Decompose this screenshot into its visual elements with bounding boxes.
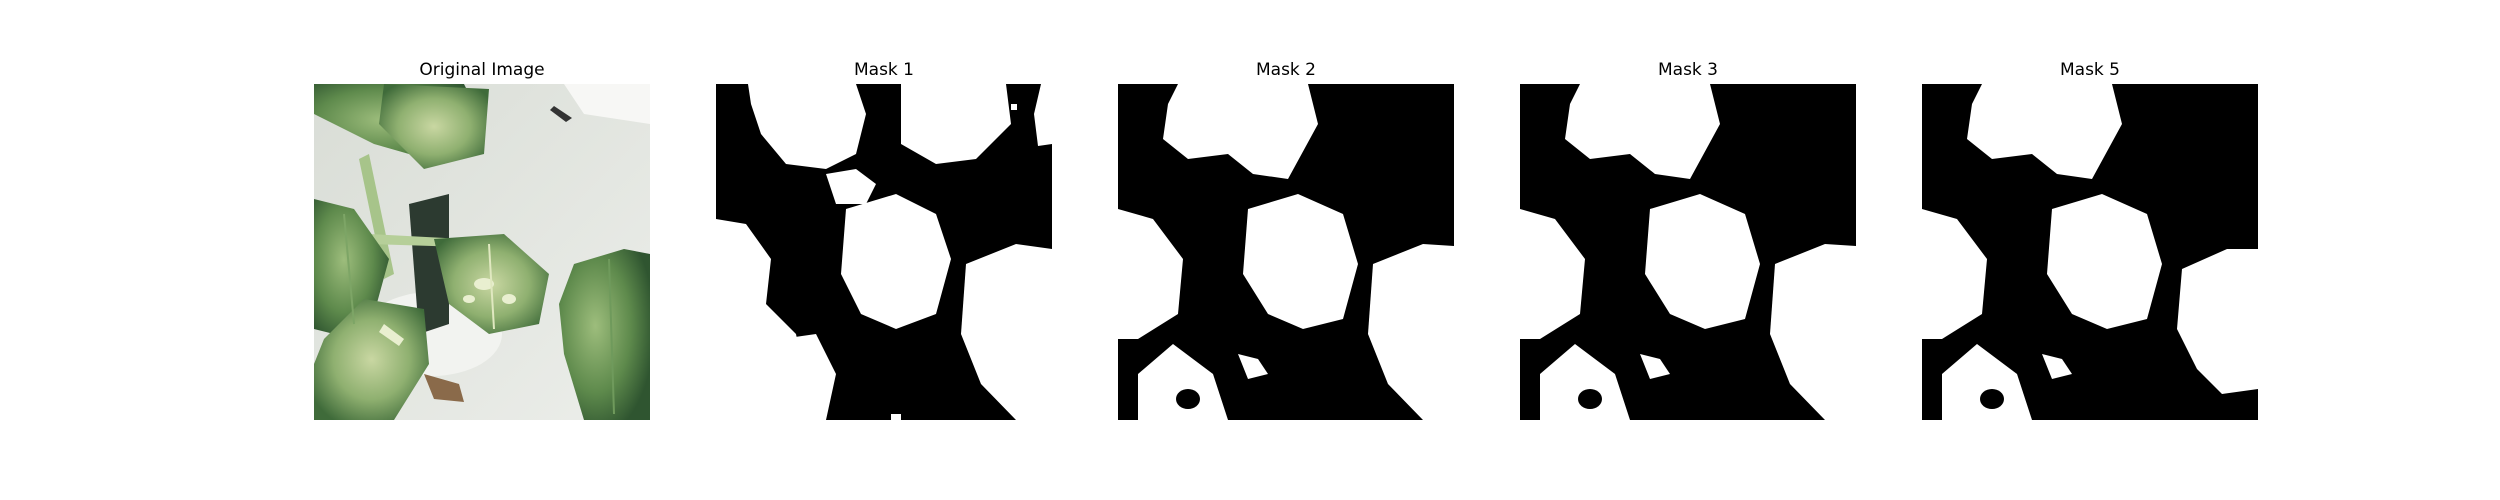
original-image [314,84,650,420]
mask-image [1922,84,2258,420]
mask-1-image [716,84,1052,420]
plant-photo [314,84,650,420]
panel-mask-2: Mask 2 [1118,60,1454,420]
panel-title: Mask 5 [2059,60,2120,80]
mask-5-image [1922,84,2258,420]
panel-title: Mask 3 [1657,60,1718,80]
panel-title: Mask 2 [1255,60,1316,80]
panel-original-image: Original Image [314,60,650,420]
mask-3-image [1520,84,1856,420]
panel-title: Mask 1 [853,60,914,80]
mask-image [716,84,1052,420]
panel-mask-3: Mask 3 [1520,60,1856,420]
mask-2-image [1118,84,1454,420]
mask-image [1520,84,1856,420]
panel-mask-5: Mask 5 [1922,60,2258,420]
mask-image [1118,84,1454,420]
panel-mask-1: Mask 1 [716,60,1052,420]
panel-title: Original Image [419,60,545,80]
